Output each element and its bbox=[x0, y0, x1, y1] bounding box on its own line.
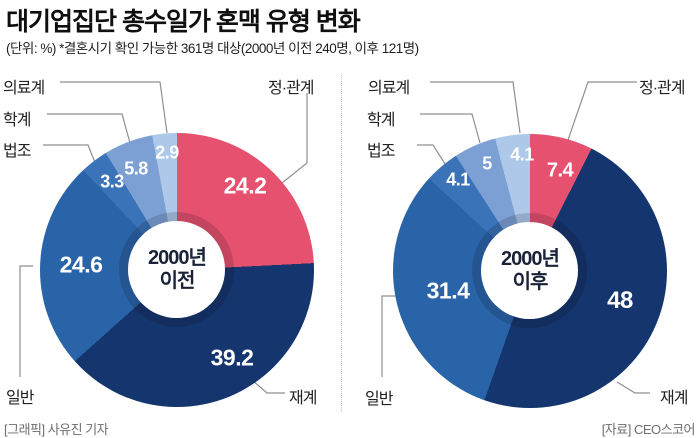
category-label-general: 일반 bbox=[6, 390, 34, 407]
center-label-line1: 2000년 bbox=[148, 247, 207, 269]
donut-hole bbox=[481, 222, 578, 319]
category-label-academia: 학계 bbox=[367, 112, 395, 129]
leader-line-medical bbox=[430, 81, 521, 134]
page-subtitle: (단위: %) *결혼시기 확인 가능한 361명 대상(2000년 이전 24… bbox=[6, 41, 419, 56]
donut-panel-after-2000: 2000년 이후 7.4 48 31.4 4.1 5 4.1 의료계 학계 법조 정·관계… bbox=[350, 65, 700, 437]
leader-line-political bbox=[281, 93, 308, 184]
category-label-business: 재계 bbox=[289, 390, 317, 407]
category-label-legal: 법조 bbox=[3, 143, 31, 160]
donut-center-label: 2000년 이전 bbox=[148, 247, 207, 293]
leader-line-legal bbox=[417, 144, 448, 168]
leader-line-business bbox=[251, 379, 285, 394]
leader-line-general bbox=[19, 265, 33, 377]
category-label-medical: 의료계 bbox=[3, 80, 45, 97]
center-label-line1: 2000년 bbox=[501, 248, 560, 270]
leader-line-political bbox=[567, 81, 637, 141]
category-label-general: 일반 bbox=[365, 391, 393, 408]
credit-source: [자료] CEO스코어 bbox=[601, 422, 696, 437]
donut-center-label: 2000년 이후 bbox=[501, 248, 560, 294]
category-label-business: 재계 bbox=[660, 390, 688, 407]
credit-graphic: [그래픽] 사유진 기자 bbox=[4, 422, 109, 437]
center-label-line2: 이전 bbox=[159, 270, 196, 292]
page-title: 대기업집단 총수일가 혼맥 유형 변화 bbox=[6, 8, 361, 36]
donut-hole bbox=[128, 221, 225, 318]
center-label-line2: 이후 bbox=[512, 271, 549, 293]
category-label-political: 정·관계 bbox=[639, 80, 685, 97]
leader-line-business bbox=[616, 381, 650, 394]
leader-line-academia bbox=[47, 113, 131, 144]
panel-divider bbox=[341, 75, 342, 412]
category-label-legal: 법조 bbox=[367, 143, 395, 160]
leader-line-academia bbox=[420, 113, 481, 144]
category-label-medical: 의료계 bbox=[368, 80, 410, 97]
leader-line-medical bbox=[60, 81, 168, 134]
category-label-political: 정·관계 bbox=[268, 80, 314, 97]
donut-panel-before-2000: 2000년 이전 24.2 39.2 24.6 3.3 5.8 2.9 의료계 학계 법조… bbox=[0, 65, 345, 437]
category-label-academia: 학계 bbox=[3, 112, 31, 129]
